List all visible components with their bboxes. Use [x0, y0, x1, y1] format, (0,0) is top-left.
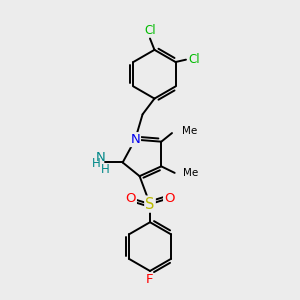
Text: N: N [95, 151, 105, 164]
Text: O: O [125, 192, 136, 205]
Text: F: F [146, 273, 154, 286]
Text: Cl: Cl [188, 52, 200, 66]
Text: S: S [145, 196, 155, 211]
Text: H: H [101, 163, 110, 176]
Text: N: N [130, 133, 140, 146]
Text: Me: Me [182, 126, 197, 136]
Text: Me: Me [183, 168, 198, 178]
Text: H: H [92, 158, 101, 170]
Text: Cl: Cl [144, 24, 156, 37]
Text: O: O [164, 192, 175, 205]
